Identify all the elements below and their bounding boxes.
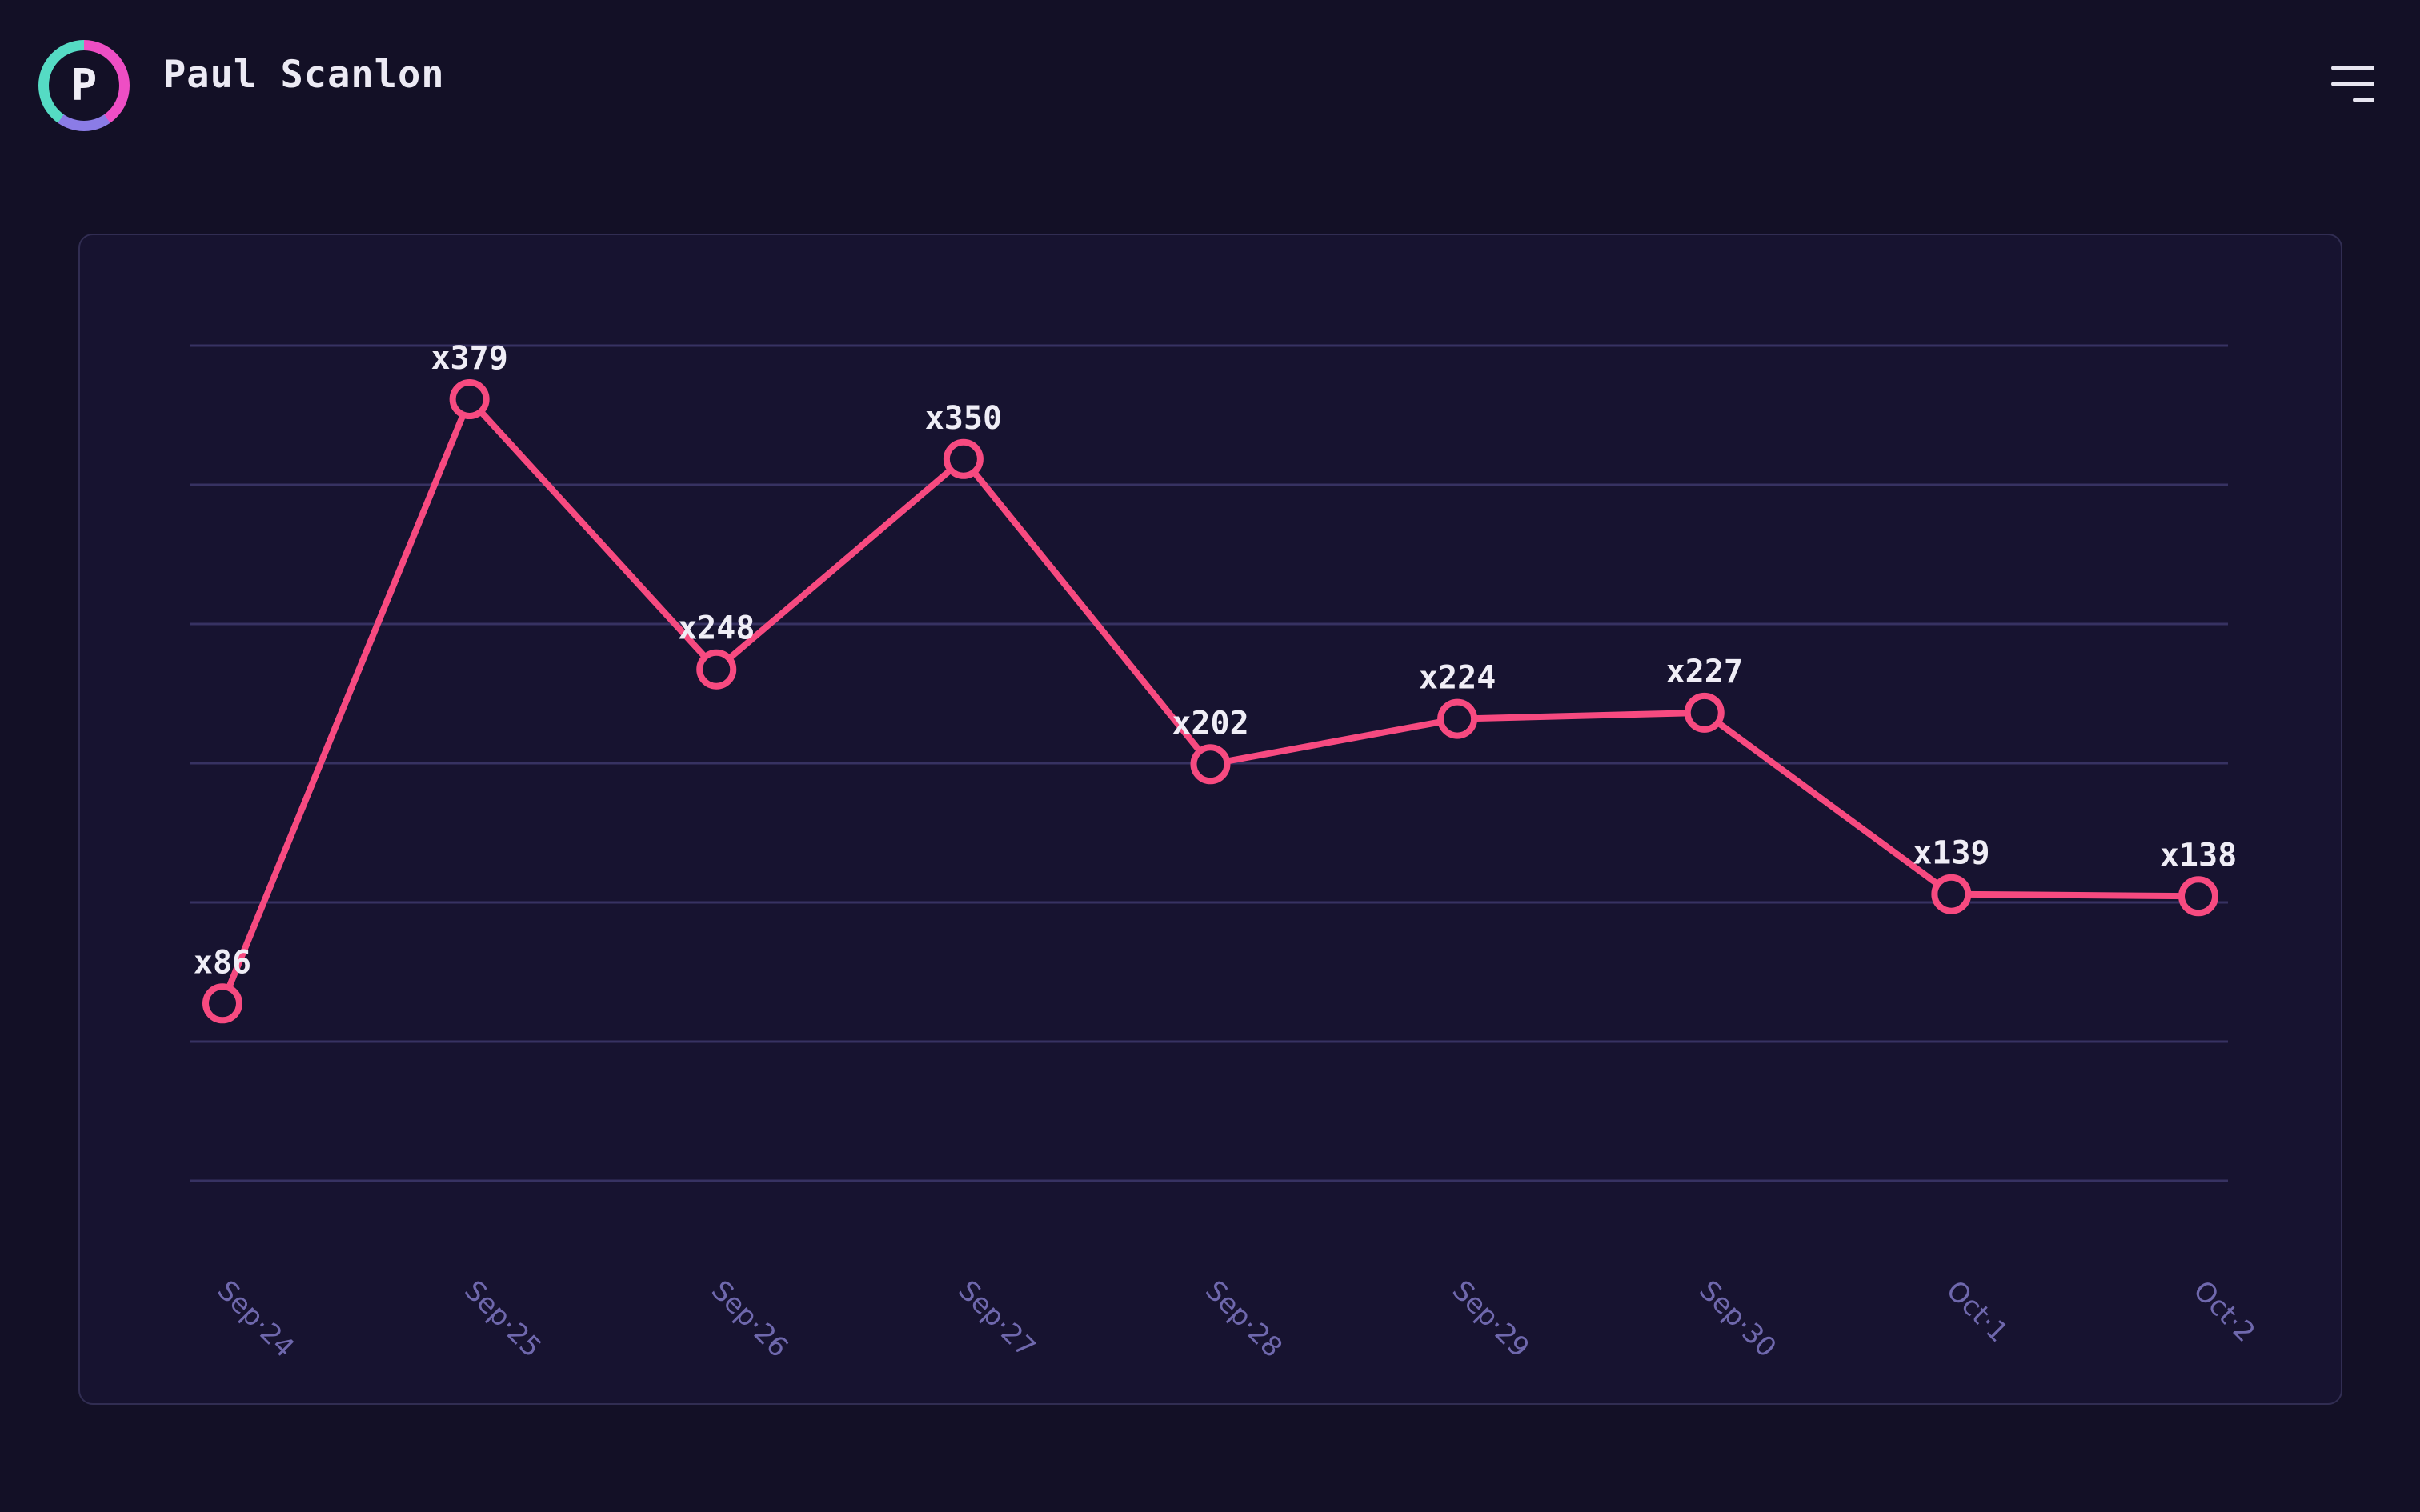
data-point-marker[interactable] — [2178, 876, 2218, 917]
data-point-marker[interactable] — [1190, 744, 1231, 785]
data-point-marker[interactable] — [943, 438, 984, 479]
data-point-marker[interactable] — [696, 649, 737, 690]
data-point-marker[interactable] — [1931, 874, 1972, 914]
avatar-initial: P — [70, 60, 98, 110]
avatar: P — [38, 40, 130, 131]
data-point-marker[interactable] — [1684, 692, 1725, 733]
avatar-inner: P — [49, 50, 119, 121]
hamburger-menu-icon — [2353, 98, 2374, 102]
hamburger-menu-button[interactable] — [2331, 66, 2374, 102]
data-point-marker[interactable] — [202, 983, 242, 1024]
hamburger-menu-icon — [2331, 66, 2374, 70]
data-point-marker[interactable] — [1437, 698, 1478, 739]
app-header: P Paul Scanlon — [0, 0, 2420, 184]
chart-card — [78, 234, 2342, 1405]
page-title: Paul Scanlon — [163, 53, 445, 97]
hamburger-menu-icon — [2331, 82, 2374, 86]
data-point-marker[interactable] — [449, 379, 490, 420]
